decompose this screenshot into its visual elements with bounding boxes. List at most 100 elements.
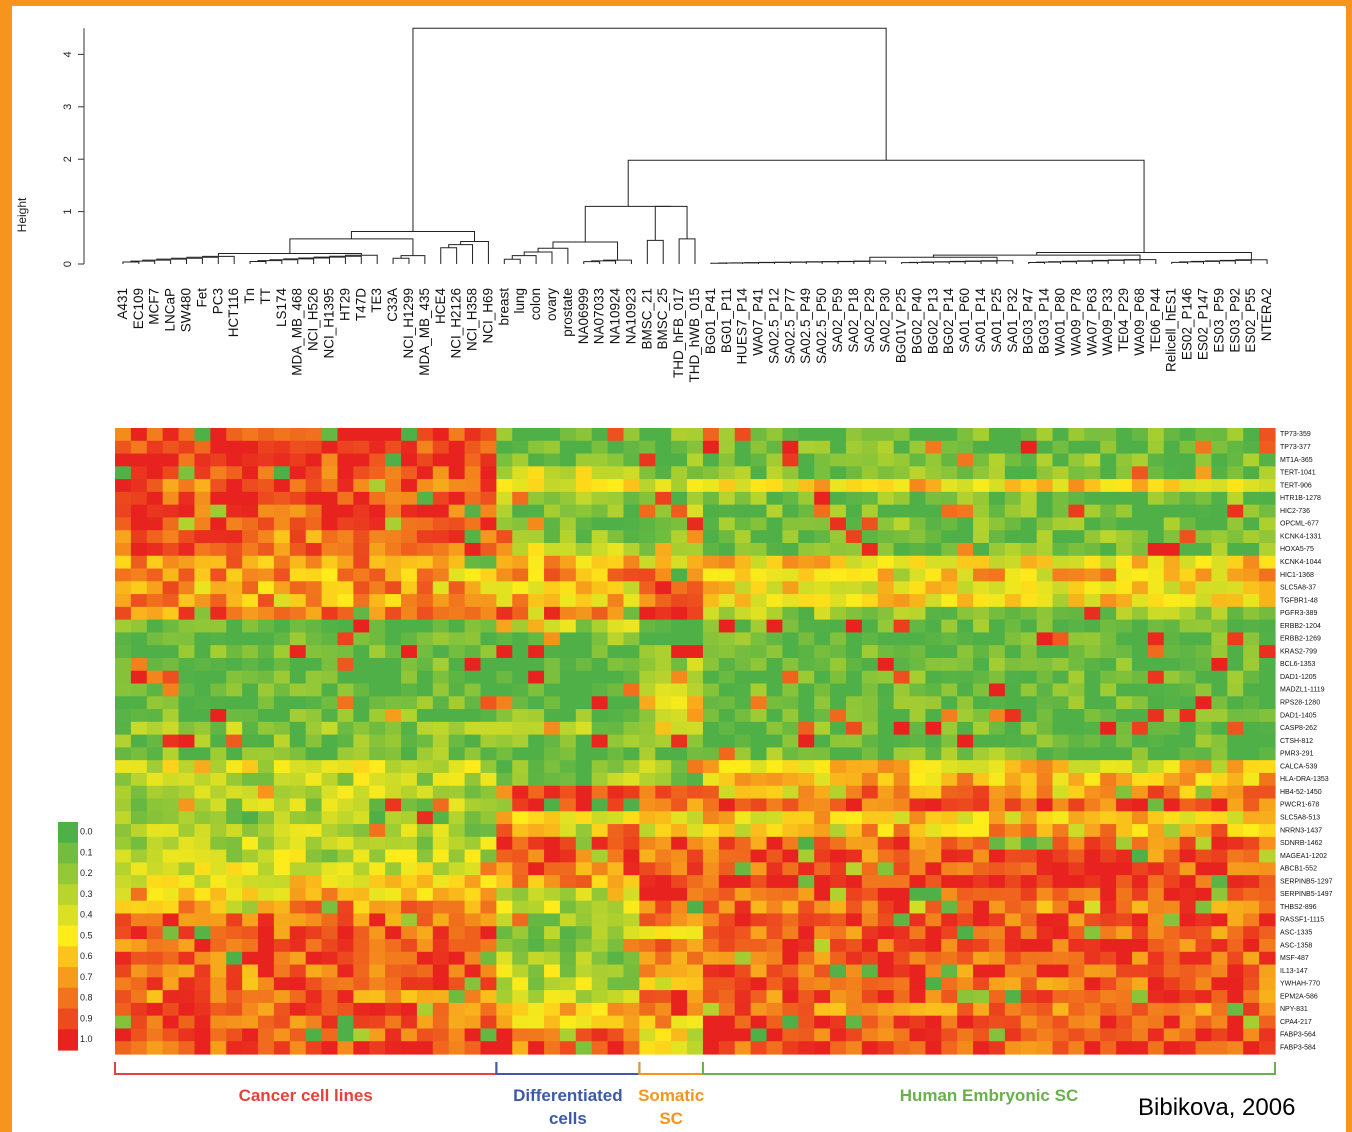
heatmap-cell (1068, 977, 1085, 991)
heatmap-cell (1004, 670, 1022, 685)
heatmap-cell (1084, 619, 1101, 634)
heatmap-cell (909, 709, 927, 723)
heatmap-cell (702, 1002, 720, 1017)
heatmap-cell (639, 632, 656, 646)
heatmap-cell (798, 632, 815, 646)
heatmap-cell (416, 990, 434, 1004)
heatmap-cell (830, 594, 847, 608)
heatmap-cell (385, 504, 402, 519)
heatmap-cell (798, 491, 815, 506)
heatmap-cell (1259, 887, 1276, 902)
heatmap-cell (1131, 594, 1149, 608)
heatmap-cell (162, 683, 180, 697)
legend-tick-label: 0.7 (80, 972, 93, 982)
heatmap-cell (687, 760, 704, 774)
heatmap-cell (1068, 1002, 1085, 1017)
heatmap-cell (861, 709, 879, 723)
heatmap-cell (1211, 670, 1228, 685)
heatmap-cell (1211, 1015, 1228, 1030)
heatmap-cell (1211, 683, 1228, 697)
heatmap-cell (814, 696, 831, 710)
heatmap-cell (273, 542, 291, 557)
heatmap-cell (1243, 606, 1260, 621)
heatmap-cell (1100, 581, 1117, 595)
heatmap-cell (1084, 824, 1101, 838)
heatmap-cell (544, 657, 561, 672)
heatmap-cell (544, 1002, 561, 1017)
heatmap-cell (1211, 555, 1228, 570)
heatmap-cell (1052, 913, 1070, 927)
heatmap-cell (544, 568, 561, 582)
heatmap-cell (480, 721, 497, 736)
heatmap-cell (480, 517, 497, 531)
heatmap-cell (973, 594, 990, 608)
heatmap-cell (146, 1041, 164, 1055)
heatmap-cell (528, 530, 545, 544)
heatmap-cell (369, 1028, 386, 1042)
heatmap-cell (925, 594, 942, 608)
heatmap-cell (1004, 811, 1022, 825)
heatmap-cell (861, 542, 879, 557)
heatmap-cell (575, 453, 593, 467)
heatmap-cell (496, 581, 513, 595)
heatmap-cell (1020, 1041, 1038, 1055)
heatmap-cell (544, 530, 561, 544)
heatmap-cell (861, 581, 879, 595)
heatmap-cell (671, 555, 688, 570)
heatmap-cell (178, 747, 196, 761)
heatmap-cell (988, 709, 1006, 723)
heatmap-cell (353, 772, 370, 787)
heatmap-cell (1004, 939, 1022, 953)
heatmap-cell (1004, 696, 1022, 710)
heatmap-cell (671, 517, 688, 531)
heatmap-cell (273, 466, 291, 480)
heatmap-cell (814, 1028, 831, 1042)
heatmap-cell (1084, 760, 1101, 774)
heatmap-cell (385, 849, 402, 863)
heatmap-cell (1100, 964, 1117, 978)
heatmap-cell (258, 1028, 275, 1042)
heatmap-cell (1116, 683, 1133, 697)
heatmap-cell (941, 657, 958, 672)
heatmap-cell (1131, 900, 1149, 915)
heatmap-cell (575, 619, 593, 634)
heatmap-cell (925, 990, 942, 1004)
heatmap-cell (1100, 824, 1117, 838)
heatmap-cell (702, 862, 720, 876)
heatmap-cell (1131, 875, 1149, 889)
sample-label: BG01_P11 (719, 288, 734, 353)
heatmap-cell (909, 798, 927, 812)
sample-label: WA01_P80 (1052, 288, 1067, 356)
heatmap-cell (353, 440, 370, 455)
heatmap-cell (750, 913, 768, 927)
heatmap-cell (369, 887, 386, 902)
heatmap-cell (655, 645, 672, 659)
heatmap-cell (861, 849, 879, 863)
heatmap-cell (766, 875, 783, 889)
heatmap-cell (1195, 619, 1213, 634)
heatmap-cell (973, 491, 990, 506)
heatmap-cell (655, 990, 672, 1004)
heatmap-cell (432, 594, 450, 608)
heatmap-cell (432, 479, 450, 493)
heatmap-cell (210, 939, 227, 953)
heatmap-cell (1131, 504, 1149, 519)
heatmap-cell (1068, 581, 1085, 595)
heatmap-cell (130, 1002, 148, 1017)
heatmap-cell (464, 798, 482, 812)
heatmap-cell (496, 504, 513, 519)
heatmap-cell (893, 977, 911, 991)
heatmap-cell (1020, 453, 1038, 467)
heatmap-cell (814, 1041, 831, 1055)
heatmap-cell (432, 862, 450, 876)
heatmap-cell (687, 683, 704, 697)
heatmap-cell (766, 657, 783, 672)
heatmap-cell (575, 849, 593, 863)
heatmap-cell (830, 440, 847, 455)
heatmap-cell (273, 606, 291, 621)
heatmap-cell (877, 849, 895, 863)
heatmap-cell (1100, 887, 1117, 902)
heatmap-cell (1163, 504, 1181, 519)
heatmap-cell (1227, 747, 1244, 761)
